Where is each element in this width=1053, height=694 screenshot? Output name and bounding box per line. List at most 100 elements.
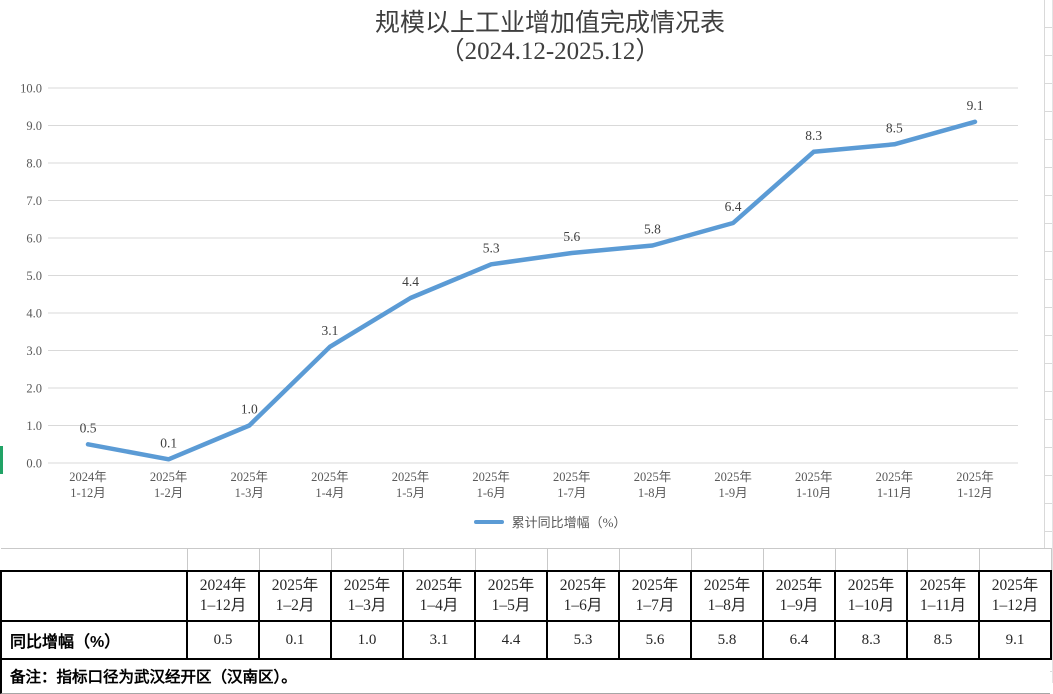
table-value-cell: 3.1	[402, 620, 476, 660]
spacer-cell	[906, 548, 979, 571]
data-point-label: 5.8	[644, 222, 661, 237]
spacer-cell	[834, 548, 907, 571]
x-axis-label-line1: 2025年	[311, 470, 349, 484]
data-point-label: 8.5	[886, 120, 903, 135]
left-edge-accent	[0, 446, 3, 474]
chart-legend: 累计同比增幅（%）	[0, 512, 1045, 531]
chart-title-line2: （2024.12-2025.12）	[439, 38, 661, 65]
line-chart: 0.0 1.0 2.0 3.0 4.0 5.0 6.0 7.0 8.0 9.0 10.0 0.5 0.1…	[20, 82, 1018, 500]
table-value-cell: 5.3	[546, 620, 620, 660]
x-axis-label-line2: 1-10月	[796, 486, 831, 500]
table-header-cell: 2024年 1–12月	[186, 570, 260, 622]
table-header-cell: 2025年 1–3月	[330, 570, 404, 622]
x-axis-label-line1: 2024年	[69, 470, 107, 484]
data-point-label: 9.1	[967, 98, 984, 113]
chart-title: 规模以上工业增加值完成情况表 （2024.12-2025.12）	[55, 10, 1045, 66]
x-axis-label-line2: 1-4月	[315, 486, 344, 500]
spacer-cell	[186, 548, 259, 571]
table-header-cell: 2025年 1–10月	[834, 570, 908, 622]
x-axis-label-line1: 2025年	[472, 470, 510, 484]
data-point-label: 6.4	[725, 199, 742, 214]
table-value-cell: 0.5	[186, 620, 260, 660]
y-tick-label: 2.0	[26, 382, 42, 396]
table-value-cell: 5.6	[618, 620, 692, 660]
table-header-cell: 2025年 1–7月	[618, 570, 692, 622]
x-axis-label-line2: 1-3月	[235, 486, 264, 500]
table-header-cell: 2025年 1–4月	[402, 570, 476, 622]
table-header-cell: 2025年 1–5月	[474, 570, 548, 622]
spacer-cell	[474, 548, 547, 571]
table-value-cell: 5.8	[690, 620, 764, 660]
x-axis-label-line1: 2025年	[634, 470, 672, 484]
table-header-cell: 2025年 1–8月	[690, 570, 764, 622]
data-point-label: 3.1	[321, 323, 338, 338]
summary-table-section: 2024年 1–12月 2025年 1–2月 2025年 1–3月 2025年 1–4月 202…	[0, 548, 1052, 694]
y-tick-label: 0.0	[26, 457, 42, 471]
x-axis-label-line2: 1-12月	[70, 486, 105, 500]
x-axis-label-line2: 1-6月	[477, 486, 506, 500]
x-axis-label-line2: 1-11月	[877, 486, 912, 500]
x-axis-label-line1: 2025年	[150, 470, 188, 484]
table-header-cell: 2025年 1–6月	[546, 570, 620, 622]
spacer-cell	[978, 548, 1052, 571]
spacer-cell	[762, 548, 835, 571]
row-label-cell: 同比增幅（%）	[0, 620, 188, 660]
table-corner-cell	[0, 570, 188, 622]
spacer-cell	[618, 548, 691, 571]
data-point-label: 1.0	[241, 402, 258, 417]
x-axis-label-line2: 1-12月	[957, 486, 992, 500]
x-axis-label-line2: 1-7月	[557, 486, 586, 500]
y-tick-label: 1.0	[26, 419, 42, 433]
table-value-cell: 8.5	[906, 620, 980, 660]
legend-line-swatch	[473, 519, 504, 524]
chart-card: 规模以上工业增加值完成情况表 （2024.12-2025.12） 0.0 1.0 2…	[0, 10, 1045, 531]
x-axis-label-line1: 2025年	[714, 470, 752, 484]
footnote: 备注：指标口径为武汉经开区（汉南区）。	[0, 660, 1050, 694]
table-value-cell: 8.3	[834, 620, 908, 660]
table-header-cell: 2025年 1–2月	[258, 570, 332, 622]
x-axis-label-line1: 2025年	[553, 470, 591, 484]
spacer-cell	[330, 548, 403, 571]
table-value-cell: 0.1	[258, 620, 332, 660]
y-tick-label: 8.0	[26, 157, 42, 171]
data-point-label: 5.6	[563, 229, 580, 244]
x-axis-label-line1: 2025年	[231, 470, 269, 484]
data-point-label: 0.1	[160, 435, 177, 450]
x-axis-label-line2: 1-9月	[719, 486, 748, 500]
table-value-cell: 1.0	[330, 620, 404, 660]
legend-label: 累计同比增幅（%）	[511, 515, 627, 530]
y-tick-label: 9.0	[26, 119, 42, 133]
table-value-cell: 6.4	[762, 620, 836, 660]
data-point-label: 8.3	[805, 128, 822, 143]
x-axis-label-line2: 1-5月	[396, 486, 425, 500]
table-header-cell: 2025年 1–11月	[906, 570, 980, 622]
series-line	[85, 119, 978, 462]
x-axis-label-line1: 2025年	[392, 470, 430, 484]
y-tick-label: 5.0	[26, 269, 42, 283]
x-axis-label-line1: 2025年	[795, 470, 833, 484]
spacer-cell	[258, 548, 331, 571]
table-header-cell: 2025年 1–12月	[978, 570, 1052, 622]
y-tick-label: 7.0	[26, 194, 42, 208]
x-axis-label-line1: 2025年	[956, 470, 994, 484]
y-tick-label: 10.0	[20, 82, 42, 96]
data-point-label: 4.4	[402, 274, 419, 289]
chart-title-line1: 规模以上工业增加值完成情况表	[374, 10, 725, 37]
x-axis-label-line1: 2025年	[876, 470, 914, 484]
spacer-cell	[1, 548, 187, 571]
y-tick-label: 3.0	[26, 344, 42, 358]
spacer-cell	[690, 548, 763, 571]
data-point-label: 5.3	[483, 240, 500, 255]
data-table: 2024年 1–12月 2025年 1–2月 2025年 1–3月 2025年 1–4月 202…	[0, 548, 1052, 660]
spacer-cell	[546, 548, 619, 571]
data-point-label: 0.5	[80, 420, 97, 435]
x-axis-label-line2: 1-8月	[638, 486, 667, 500]
y-tick-label: 6.0	[26, 232, 42, 246]
table-header-cell: 2025年 1–9月	[762, 570, 836, 622]
table-value-cell: 9.1	[978, 620, 1052, 660]
spacer-cell	[402, 548, 475, 571]
table-value-cell: 4.4	[474, 620, 548, 660]
x-axis-label-line2: 1-2月	[154, 486, 183, 500]
y-tick-label: 4.0	[26, 307, 42, 321]
